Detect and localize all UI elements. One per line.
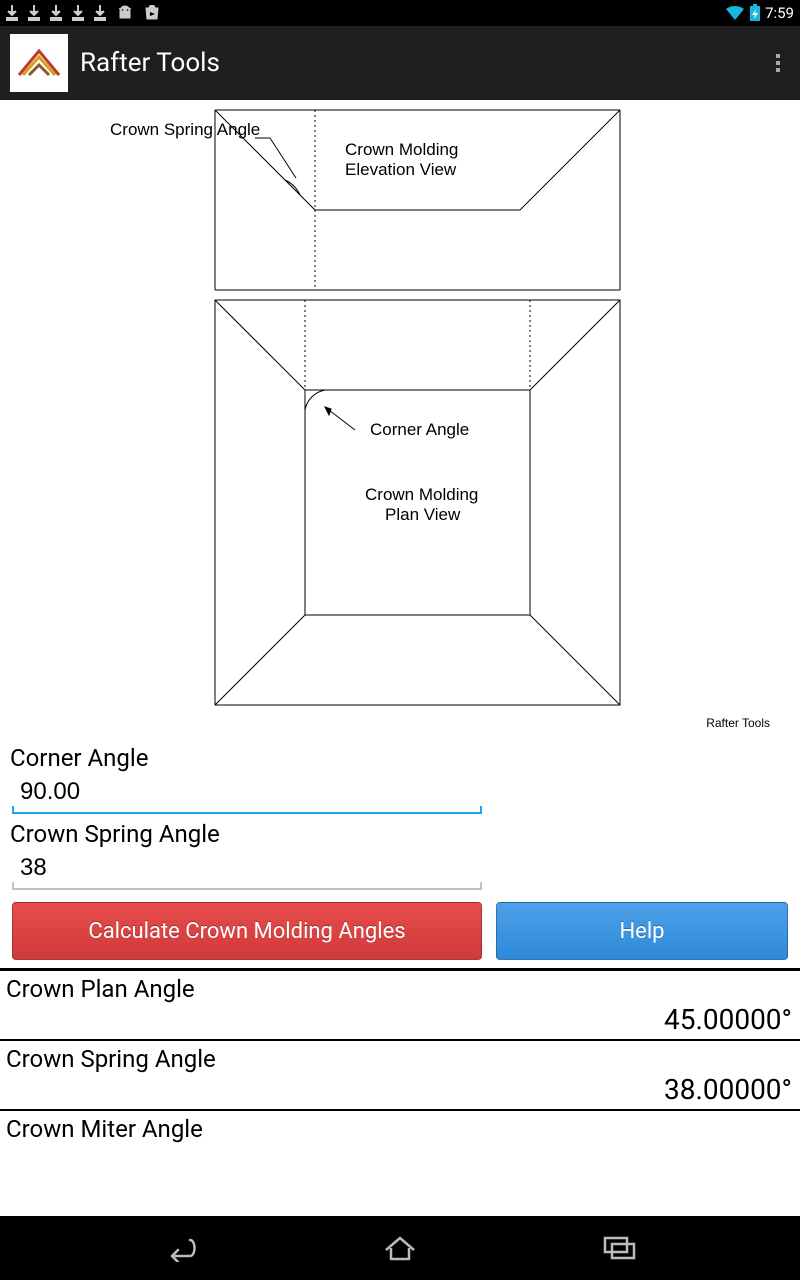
result-row: Crown Miter Angle <box>0 1111 800 1181</box>
diagram-elevation-label-1: Crown Molding <box>345 140 458 159</box>
back-button[interactable] <box>140 1228 220 1268</box>
recent-apps-button[interactable] <box>580 1228 660 1268</box>
android-icon <box>116 5 134 21</box>
spring-angle-input[interactable] <box>12 850 482 890</box>
action-bar: Rafter Tools <box>0 26 800 100</box>
status-right: 7:59 <box>725 4 794 22</box>
download-icon <box>94 5 106 21</box>
help-button[interactable]: Help <box>496 902 788 960</box>
download-icon <box>6 5 18 21</box>
diagram-plan-label-1: Crown Molding <box>365 485 478 504</box>
results-list: Crown Plan Angle 45.00000° Crown Spring … <box>0 968 800 1181</box>
result-miter-label: Crown Miter Angle <box>6 1115 794 1143</box>
overflow-menu-icon[interactable] <box>766 51 790 75</box>
download-icon <box>50 5 62 21</box>
calculate-button[interactable]: Calculate Crown Molding Angles <box>12 902 482 960</box>
download-icon <box>72 5 84 21</box>
corner-angle-label: Corner Angle <box>10 744 790 772</box>
clock: 7:59 <box>765 4 794 22</box>
app-title: Rafter Tools <box>80 48 766 78</box>
download-icon <box>28 5 40 21</box>
diagram-plan-label-2: Plan View <box>385 505 461 524</box>
wifi-icon <box>725 5 745 21</box>
result-spring-value: 38.00000° <box>6 1073 794 1106</box>
spring-angle-label: Crown Spring Angle <box>10 820 790 848</box>
app-icon <box>10 34 68 92</box>
result-spring-label: Crown Spring Angle <box>6 1045 794 1073</box>
diagram-corner-angle-label: Corner Angle <box>370 420 469 439</box>
result-plan-value: 45.00000° <box>6 1003 794 1036</box>
result-row: Crown Plan Angle 45.00000° <box>0 971 800 1041</box>
crown-molding-diagram: Crown Spring Angle Crown Molding Elevati… <box>0 100 800 740</box>
status-left <box>6 5 160 21</box>
status-bar: 7:59 <box>0 0 800 26</box>
diagram-credit: Rafter Tools <box>706 716 770 730</box>
home-button[interactable] <box>360 1228 440 1268</box>
play-store-icon <box>144 5 160 21</box>
navigation-bar <box>0 1216 800 1280</box>
battery-icon <box>749 4 761 22</box>
result-plan-label: Crown Plan Angle <box>6 975 794 1003</box>
diagram-elevation-label-2: Elevation View <box>345 160 457 179</box>
result-row: Crown Spring Angle 38.00000° <box>0 1041 800 1111</box>
diagram-spring-angle-label: Crown Spring Angle <box>110 120 260 139</box>
corner-angle-input[interactable] <box>12 774 482 814</box>
